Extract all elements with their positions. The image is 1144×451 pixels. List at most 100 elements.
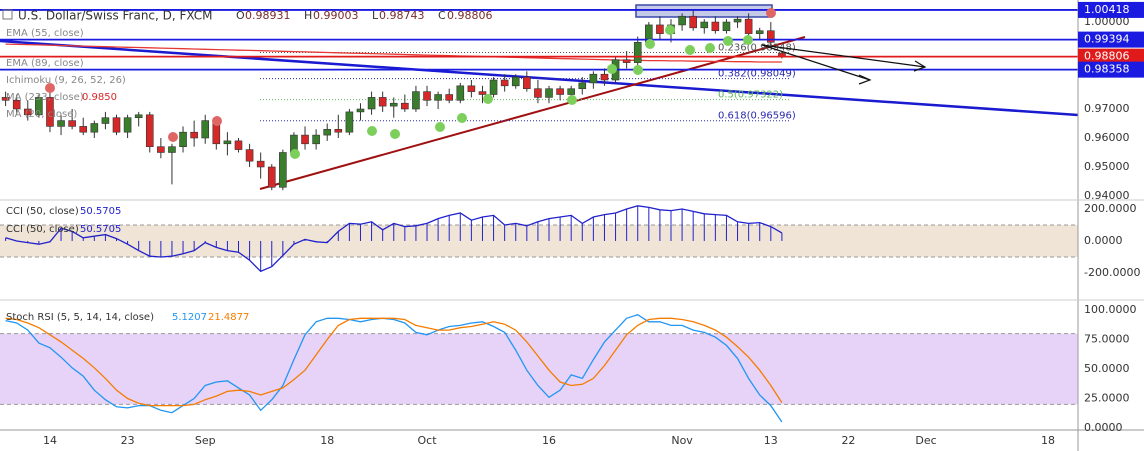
candle-body — [46, 97, 54, 127]
marker — [607, 64, 617, 74]
candle-body — [767, 30, 775, 43]
x-tick-label: Oct — [418, 434, 438, 447]
x-tick-label: Nov — [671, 434, 693, 447]
candle-body — [12, 100, 21, 110]
trend-line — [259, 36, 806, 190]
candle-body — [689, 15, 697, 29]
marker — [390, 129, 400, 139]
candle-body — [23, 108, 32, 116]
candle-body — [256, 160, 265, 168]
candle-body — [622, 59, 631, 63]
candle-body — [556, 88, 564, 95]
candle-body — [478, 91, 487, 95]
marker — [435, 122, 445, 132]
series-line — [5, 317, 783, 407]
y-tick-label: 0.0000 — [1084, 234, 1123, 247]
level-label: 0.98358 — [1084, 63, 1130, 76]
y-tick-label: 75.0000 — [1084, 333, 1130, 346]
marker — [685, 45, 695, 55]
candle-body — [534, 88, 542, 98]
candle-body — [112, 117, 121, 133]
candle-body — [301, 134, 309, 145]
candle-body — [445, 94, 454, 101]
candle-body — [700, 21, 709, 29]
marker — [212, 116, 222, 126]
level-label: 0.98806 — [1084, 50, 1130, 63]
y-tick-label: 100.0000 — [1084, 303, 1137, 316]
candle-body — [367, 97, 376, 110]
legend-value: 0.9850 — [82, 92, 117, 103]
level-label-box — [1078, 61, 1144, 78]
candle-body — [434, 94, 442, 101]
markers — [45, 8, 776, 159]
marker — [367, 126, 377, 136]
candle-body — [134, 114, 143, 118]
candle-body — [101, 117, 110, 124]
legend-icon — [2, 9, 13, 20]
candle-body — [489, 79, 498, 95]
candle-body — [545, 88, 553, 98]
candle-body — [223, 140, 232, 145]
candle-body — [201, 120, 210, 139]
marker — [567, 95, 577, 105]
candle-body — [179, 131, 187, 147]
candle-body — [600, 73, 609, 81]
ohlc-value: 0.99003 — [313, 9, 359, 22]
candle-body — [656, 24, 664, 34]
fib-label: 0.236(0.98948) — [718, 43, 796, 54]
ohlc-label: C — [438, 9, 446, 22]
level-label-box — [1078, 1, 1144, 18]
legend-value: 50.5705 — [80, 206, 121, 217]
candle-body — [145, 114, 154, 147]
candle-body — [1, 97, 10, 101]
candle-body — [500, 79, 509, 87]
ohlc-value: 0.98931 — [245, 9, 291, 22]
y-tick-label: 0.96000 — [1084, 131, 1130, 144]
candle-body — [168, 146, 176, 153]
candle-body — [79, 126, 88, 133]
candle-body — [567, 88, 575, 95]
y-tick-label: 1.00000 — [1084, 15, 1130, 28]
candle-body — [412, 91, 420, 110]
candle-body — [589, 73, 598, 84]
series-line — [5, 313, 783, 423]
marker — [45, 83, 55, 93]
candle-body — [90, 123, 99, 133]
candle-body — [57, 120, 65, 127]
series-line — [5, 205, 783, 273]
y-tick-label: 50.0000 — [1084, 362, 1130, 375]
ohlc-value: 0.98806 — [447, 9, 493, 22]
candle-body — [456, 85, 465, 101]
x-tick-label: Sep — [195, 434, 216, 447]
marker — [705, 43, 715, 53]
x-tick-label: 18 — [1041, 434, 1055, 447]
series-line — [5, 43, 782, 63]
marker — [483, 94, 493, 104]
candle-body — [633, 42, 642, 63]
marker — [645, 39, 655, 49]
level-label: 1.00418 — [1084, 3, 1130, 16]
candle-body — [123, 117, 132, 133]
legend-value: 50.5705 — [80, 224, 121, 235]
ohlc-label: H — [304, 9, 312, 22]
candle-body — [467, 85, 476, 92]
arrow — [761, 44, 926, 68]
x-tick-label: 16 — [542, 434, 556, 447]
indicator-band — [0, 224, 1078, 257]
level-label: 0.99394 — [1084, 33, 1130, 46]
y-tick-label: 0.95000 — [1084, 160, 1130, 173]
range-box — [635, 4, 773, 18]
legend-entry: MA (233, close) — [6, 92, 84, 103]
ohlc-value: 0.98743 — [379, 9, 425, 22]
level-label-box — [1078, 31, 1144, 48]
legend-entry: CCI (50, close) — [6, 224, 79, 235]
candle-body — [334, 128, 343, 133]
legend-entry: EMA (89, close) — [6, 58, 84, 69]
y-tick-label: 0.97000 — [1084, 102, 1130, 115]
candle-body — [711, 21, 720, 32]
candle-body — [744, 18, 753, 34]
candle-body — [722, 21, 731, 32]
candle-body — [523, 76, 531, 90]
ohlc-label: O — [236, 9, 245, 22]
